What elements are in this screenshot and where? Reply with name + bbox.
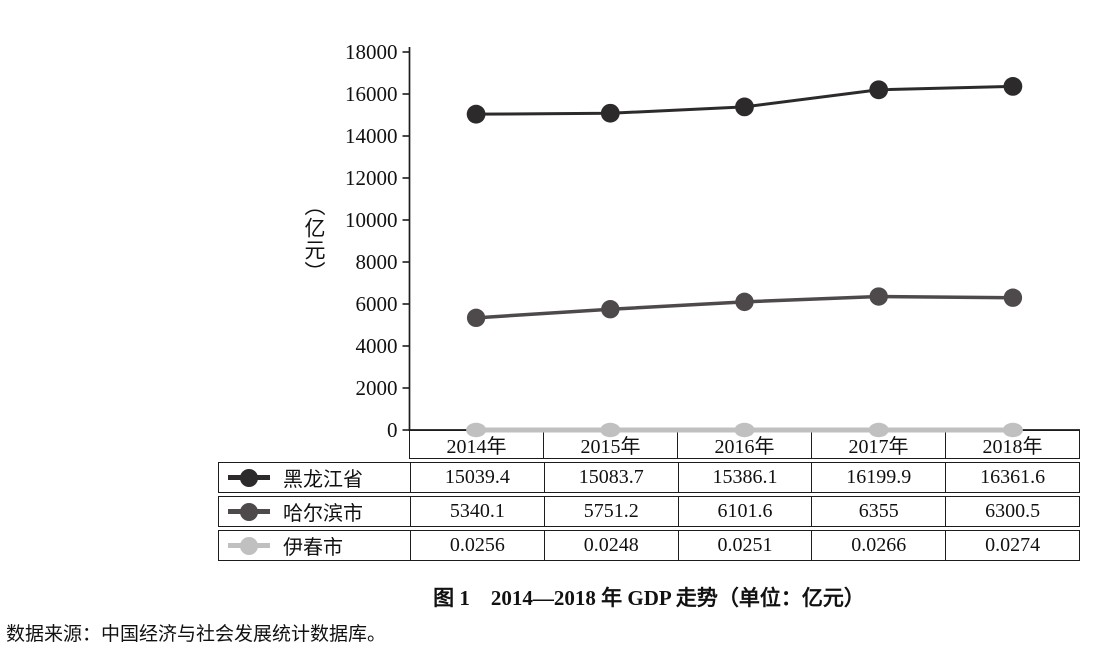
series-label: 哈尔滨市 [283,503,363,525]
series-marker-icon [228,468,270,487]
svg-text:18000: 18000 [345,40,398,64]
table-value: 6300.5 [945,497,1079,526]
source-note: 数据来源：中国经济与社会发展统计数据库。 [6,624,387,645]
table-value: 15083.7 [543,463,678,492]
y-axis-unit-label: （亿元） [302,195,326,283]
series-dot-swatch [240,536,258,555]
legend-cell-yichun: 伊春市 [219,531,410,560]
table-value: 16361.6 [945,463,1079,492]
series-marker-icon [228,536,270,555]
svg-text:12000: 12000 [345,166,398,190]
table-value: 0.0274 [945,531,1079,560]
table-value: 0.0251 [677,531,812,560]
figure-caption: 图 1 2014—2018 年 GDP 走势（单位：亿元） [433,586,865,610]
series-dot-swatch [240,502,258,521]
table-header-row: 2014年 2015年 2016年 2017年 2018年 [409,430,1080,459]
table-value: 5340.1 [410,497,544,526]
table-value: 15039.4 [410,463,544,492]
svg-text:14000: 14000 [345,124,398,148]
table-value: 15386.1 [677,463,812,492]
table-header-year: 2017年 [811,431,945,458]
series-label: 黑龙江省 [283,469,363,491]
table-row: 伊春市 0.0256 0.0248 0.0251 0.0266 0.0274 [218,530,1080,561]
svg-text:8000: 8000 [356,250,398,274]
table-value: 0.0248 [543,531,678,560]
table-header-year: 2018年 [945,431,1079,458]
table-value: 5751.2 [543,497,678,526]
table-value: 16199.9 [811,463,945,492]
table-header-year: 2015年 [543,431,677,458]
svg-text:2000: 2000 [356,376,398,400]
table-value: 6101.6 [677,497,812,526]
svg-text:16000: 16000 [345,82,398,106]
series-label: 伊春市 [283,537,343,559]
legend-cell-harbin: 哈尔滨市 [219,497,410,526]
table-value: 6355 [811,497,945,526]
legend-cell-heilongjiang: 黑龙江省 [219,463,410,492]
table-value: 0.0256 [410,531,544,560]
series-dot-swatch [240,468,258,487]
table-header-year: 2016年 [677,431,811,458]
table-row: 黑龙江省 15039.4 15083.7 15386.1 16199.9 163… [218,462,1080,493]
svg-text:6000: 6000 [356,292,398,316]
series-marker-icon [228,502,270,521]
table-value: 0.0266 [811,531,945,560]
table-row: 哈尔滨市 5340.1 5751.2 6101.6 6355 6300.5 [218,496,1080,527]
table-header-year: 2014年 [446,436,507,458]
svg-text:0: 0 [387,418,398,442]
svg-text:10000: 10000 [345,208,398,232]
svg-text:4000: 4000 [356,334,398,358]
